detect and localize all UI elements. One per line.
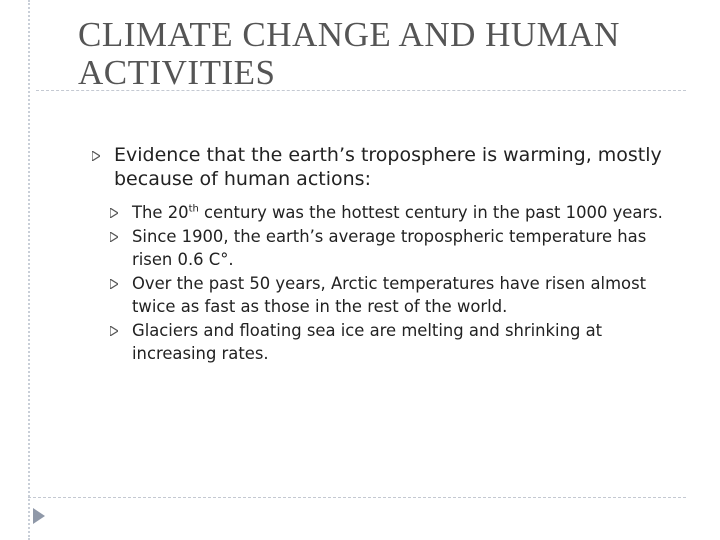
sub-bullet-2-text: Since 1900, the earth’s average troposph… bbox=[132, 226, 647, 270]
triangle-arrow-icon bbox=[88, 143, 102, 167]
ordinal-superscript: th bbox=[188, 203, 199, 215]
sub-bullet-1-text: The 20th century was the hottest century… bbox=[132, 203, 663, 222]
sub-bullet-3-text: Over the past 50 years, Arctic temperatu… bbox=[132, 273, 647, 317]
sub-bullet-4-text: Glaciers and floating sea ice are meltin… bbox=[132, 320, 603, 364]
slide-content: Evidence that the earth’s troposphere is… bbox=[88, 143, 688, 366]
sub-bullet-2: Since 1900, the earth’s average troposph… bbox=[106, 225, 688, 272]
footer-divider bbox=[28, 497, 686, 498]
triangle-arrow-icon bbox=[106, 201, 120, 225]
sub-bullet-1-text-end: century was the hottest century in the p… bbox=[198, 203, 663, 222]
main-bullet: Evidence that the earth’s troposphere is… bbox=[88, 143, 688, 191]
slide-title: CLIMATE CHANGE AND HUMAN ACTIVITIES bbox=[78, 16, 720, 92]
triangle-arrow-icon bbox=[106, 225, 120, 249]
title-line-2: ACTIVITIES bbox=[78, 53, 276, 92]
navigation-arrow-icon[interactable] bbox=[32, 507, 46, 525]
sub-bullet-3: Over the past 50 years, Arctic temperatu… bbox=[106, 272, 688, 319]
title-line-1: CLIMATE CHANGE AND HUMAN bbox=[78, 15, 620, 54]
left-dotted-rule bbox=[28, 0, 30, 540]
triangle-arrow-icon bbox=[106, 272, 120, 296]
sub-bullet-list: The 20th century was the hottest century… bbox=[88, 201, 688, 366]
main-bullet-text: Evidence that the earth’s troposphere is… bbox=[114, 144, 662, 190]
sub-bullet-4: Glaciers and floating sea ice are meltin… bbox=[106, 319, 688, 366]
sub-bullet-1: The 20th century was the hottest century… bbox=[106, 201, 688, 225]
triangle-arrow-icon bbox=[106, 319, 120, 343]
sub-bullet-1-text-start: The 20 bbox=[132, 203, 189, 222]
title-divider bbox=[36, 90, 686, 91]
